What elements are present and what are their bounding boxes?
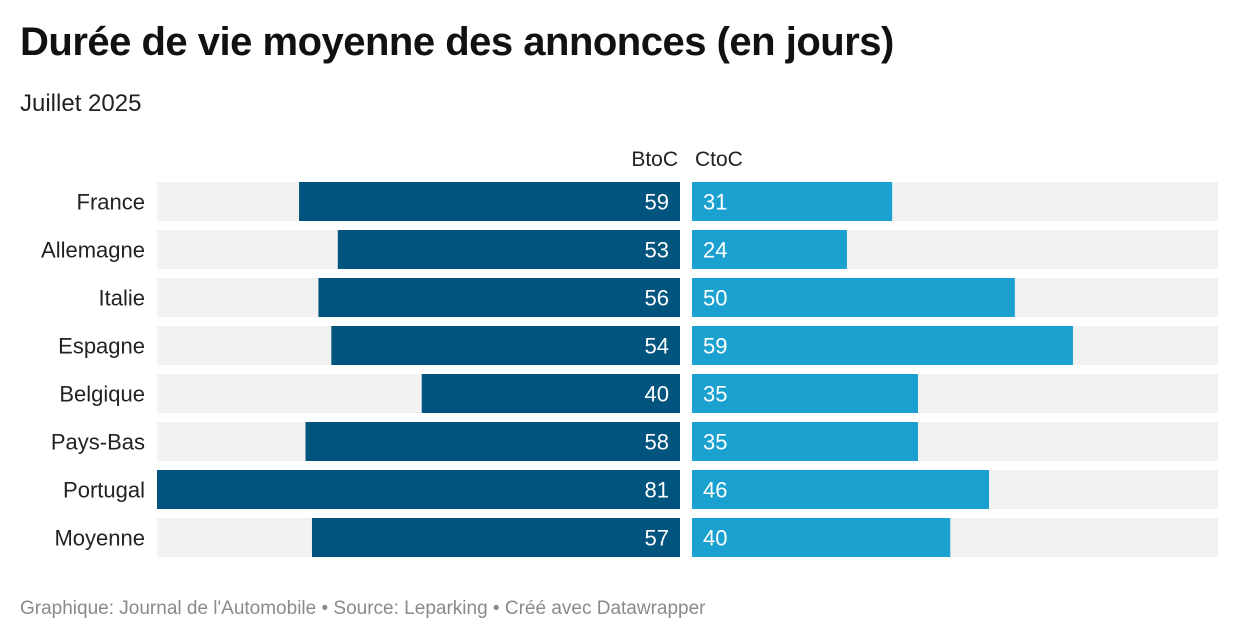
series-header-ctoc: CtoC [695,148,743,171]
bar-ctoc [692,278,1015,317]
bar-btoc [299,182,680,221]
category-label: Portugal [63,478,145,503]
bar-btoc [337,230,680,269]
category-label: Belgique [59,382,145,407]
footer-created-with: Créé avec Datawrapper [504,598,706,619]
value-label-ctoc: 24 [703,238,727,263]
bar-ctoc [692,518,951,557]
footer-separator: • [492,598,500,619]
value-label-ctoc: 31 [703,190,727,215]
chart-subtitle: Juillet 2025 [20,90,142,117]
value-label-btoc: 57 [645,526,669,551]
chart-footer: Graphique: Journal de l'Automobile • Sou… [20,598,706,620]
category-label: Moyenne [54,526,145,551]
chart-title: Durée de vie moyenne des annonces (en jo… [20,20,894,64]
bar-ctoc [692,422,918,461]
value-label-ctoc: 46 [703,478,727,503]
bar-ctoc [692,326,1073,365]
value-label-btoc: 40 [645,382,669,407]
category-label: France [77,190,145,215]
bar-btoc [421,374,680,413]
footer-graphic-credit: Graphique: Journal de l'Automobile [20,598,317,619]
category-label: Espagne [58,334,145,359]
bar-ctoc [692,230,847,269]
bar-btoc [305,422,680,461]
value-label-ctoc: 35 [703,430,727,455]
value-label-ctoc: 40 [703,526,727,551]
category-label: Allemagne [41,238,145,263]
category-label: Italie [99,286,145,311]
diverging-bar-chart: BtoC CtoC France 59 31 Allemagne 53 24 Italie 56 5… [41,148,1218,557]
bar-ctoc [692,470,990,509]
footer-source: Source: Leparking [333,598,488,619]
bar-btoc [331,326,680,365]
bar-btoc [318,278,680,317]
bar-btoc [311,518,680,557]
value-label-btoc: 54 [645,334,669,359]
value-label-ctoc: 59 [703,334,727,359]
value-label-ctoc: 35 [703,382,727,407]
series-header-btoc: BtoC [631,148,678,171]
value-label-btoc: 81 [645,478,669,503]
bar-ctoc [692,374,918,413]
value-label-btoc: 56 [645,286,669,311]
bar-btoc [157,470,680,509]
value-label-ctoc: 50 [703,286,727,311]
bar-ctoc [692,182,893,221]
value-label-btoc: 53 [645,238,669,263]
footer-separator: • [321,598,329,619]
value-label-btoc: 58 [645,430,669,455]
value-label-btoc: 59 [645,190,669,215]
category-label: Pays-Bas [51,430,145,455]
